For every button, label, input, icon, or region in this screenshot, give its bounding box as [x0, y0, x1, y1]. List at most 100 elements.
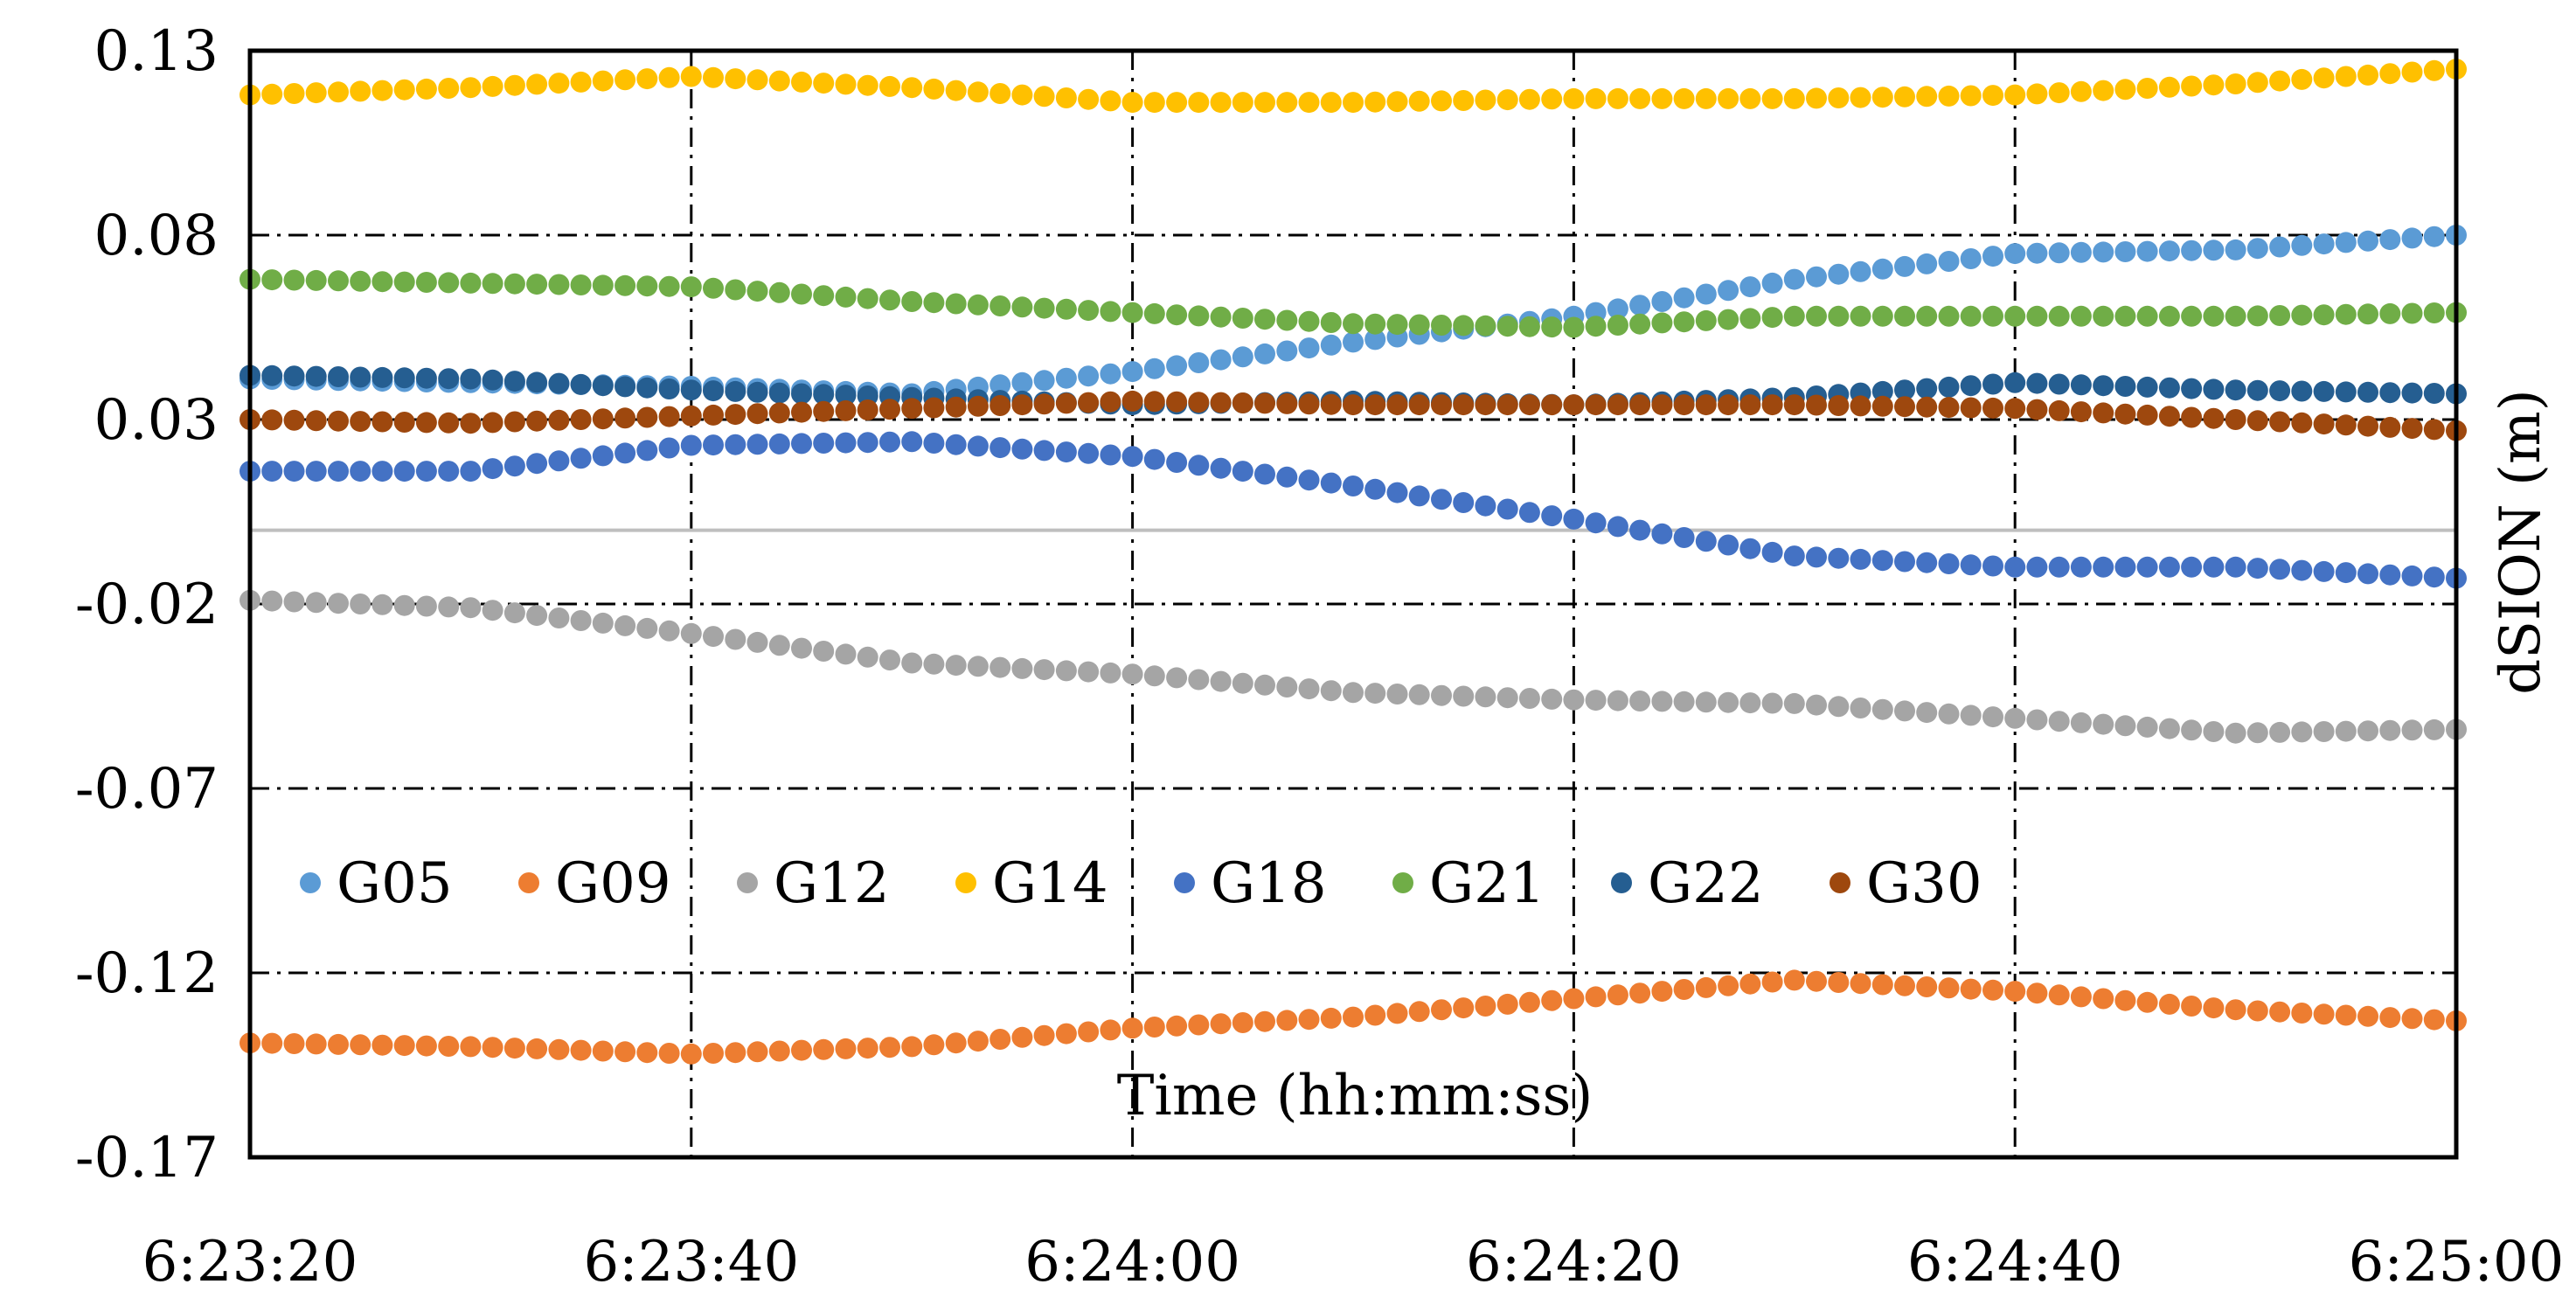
point-g30 — [901, 398, 923, 420]
y-tick-label: 0.03 — [94, 388, 219, 453]
point-g05 — [1055, 367, 1077, 389]
legend-marker-g21 — [1392, 872, 1413, 893]
x-tick-label: 6:25:00 — [2349, 1230, 2565, 1295]
point-g14 — [526, 73, 548, 95]
point-g14 — [2136, 78, 2158, 99]
point-g30 — [1453, 394, 1475, 416]
point-g18 — [2423, 566, 2445, 588]
point-g05 — [1298, 337, 1320, 359]
point-g22 — [2181, 378, 2203, 399]
point-g14 — [371, 80, 393, 101]
legend-item-g18: G18 — [1174, 851, 1327, 916]
legend-label-g05: G05 — [337, 851, 453, 916]
point-g12 — [503, 602, 525, 624]
point-g14 — [1585, 87, 1607, 109]
point-g18 — [1453, 492, 1475, 513]
point-g30 — [1408, 394, 1430, 416]
point-g21 — [328, 270, 349, 292]
point-g09 — [1343, 1006, 1364, 1028]
point-g18 — [636, 440, 658, 462]
point-g14 — [614, 69, 636, 91]
point-g09 — [1431, 999, 1452, 1021]
point-g05 — [1894, 255, 1915, 277]
point-g14 — [393, 79, 415, 101]
point-g09 — [1232, 1012, 1253, 1033]
point-g30 — [1496, 394, 1518, 416]
point-g14 — [1011, 84, 1033, 106]
point-g21 — [1453, 315, 1475, 337]
point-g12 — [570, 610, 592, 631]
legend-label-g18: G18 — [1211, 851, 1327, 916]
point-g09 — [1585, 986, 1607, 1008]
point-g18 — [371, 461, 393, 482]
point-g14 — [725, 68, 746, 90]
point-g21 — [901, 291, 923, 312]
point-g30 — [460, 413, 482, 434]
point-g09 — [901, 1036, 923, 1058]
point-g21 — [835, 286, 857, 308]
point-g18 — [614, 442, 636, 464]
point-g12 — [261, 590, 283, 612]
point-g30 — [1718, 394, 1739, 416]
point-g05 — [2291, 234, 2313, 256]
point-g09 — [746, 1041, 768, 1063]
point-g22 — [658, 378, 680, 399]
series-g12 — [240, 589, 2467, 744]
point-g22 — [813, 384, 835, 406]
point-g14 — [1408, 90, 1430, 112]
point-g09 — [1496, 993, 1518, 1015]
point-g18 — [1210, 457, 1232, 479]
point-g14 — [1188, 92, 1210, 114]
point-g12 — [1629, 691, 1651, 712]
series-layer — [240, 59, 2467, 1065]
point-g18 — [879, 431, 900, 453]
point-g18 — [1783, 545, 1805, 567]
point-g09 — [879, 1037, 900, 1059]
point-g14 — [1982, 85, 2003, 107]
point-g21 — [283, 269, 305, 291]
point-g22 — [746, 381, 768, 403]
point-g09 — [1055, 1023, 1077, 1045]
point-g09 — [1739, 973, 1761, 995]
point-g22 — [614, 376, 636, 398]
point-g12 — [1254, 674, 1275, 696]
point-g30 — [1210, 392, 1232, 413]
point-g21 — [305, 269, 327, 291]
point-g14 — [1033, 86, 1055, 108]
point-g30 — [2203, 407, 2225, 429]
point-g05 — [1828, 263, 1850, 285]
point-g30 — [2335, 414, 2357, 436]
legend-item-g09: G09 — [518, 851, 671, 916]
legend-marker-g12 — [737, 872, 758, 893]
point-g18 — [1828, 547, 1850, 569]
point-g30 — [636, 406, 658, 428]
point-g18 — [1475, 495, 1496, 517]
point-g14 — [1320, 92, 1342, 114]
point-g30 — [2136, 404, 2158, 426]
y-tick-labels: 0.13 0.08 0.03 -0.02 -0.07 -0.12 -0.17 — [75, 19, 219, 1190]
point-g05 — [2136, 240, 2158, 262]
legend-label-g09: G09 — [555, 851, 671, 916]
point-g05 — [1607, 298, 1628, 320]
point-g22 — [526, 371, 548, 393]
point-g21 — [1651, 312, 1673, 334]
point-g18 — [261, 461, 283, 482]
point-g21 — [857, 288, 878, 309]
point-g12 — [879, 649, 900, 671]
point-g12 — [1364, 683, 1386, 705]
x-tick-label: 6:23:20 — [142, 1230, 358, 1295]
point-g12 — [1850, 698, 1871, 718]
point-g14 — [482, 75, 503, 97]
point-g18 — [2225, 556, 2246, 578]
point-g21 — [1232, 308, 1253, 329]
point-g14 — [1100, 90, 1121, 112]
series-g09 — [240, 969, 2467, 1065]
point-g18 — [2026, 556, 2048, 578]
legend-label-g21: G21 — [1429, 851, 1545, 916]
point-g14 — [658, 66, 680, 88]
point-g30 — [1629, 394, 1651, 416]
point-g30 — [879, 399, 900, 420]
point-g18 — [945, 434, 967, 455]
point-g21 — [2181, 305, 2203, 327]
point-g18 — [658, 437, 680, 459]
